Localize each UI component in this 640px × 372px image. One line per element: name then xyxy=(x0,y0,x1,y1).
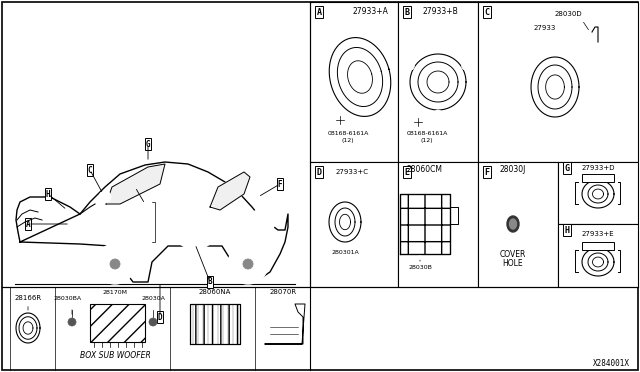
Text: X284001X: X284001X xyxy=(593,359,630,368)
Text: E: E xyxy=(132,183,138,192)
Text: HOLE: HOLE xyxy=(502,259,524,268)
Circle shape xyxy=(170,199,220,249)
Text: 28030D: 28030D xyxy=(554,11,582,17)
Text: 28166R: 28166R xyxy=(15,295,42,310)
Circle shape xyxy=(236,252,260,276)
Ellipse shape xyxy=(509,219,516,229)
Circle shape xyxy=(149,318,157,326)
Circle shape xyxy=(228,244,268,284)
Circle shape xyxy=(434,110,442,118)
Text: 28030BA: 28030BA xyxy=(54,296,82,301)
Text: 27933+C: 27933+C xyxy=(335,169,369,175)
Text: COVER: COVER xyxy=(500,250,526,259)
Text: (12): (12) xyxy=(342,138,355,143)
Bar xyxy=(478,162,558,287)
Text: C: C xyxy=(88,166,92,174)
Text: F: F xyxy=(484,167,490,176)
Text: 280301A: 280301A xyxy=(331,250,359,255)
Polygon shape xyxy=(265,304,305,344)
Text: F: F xyxy=(278,180,282,189)
Text: A: A xyxy=(26,219,30,228)
Circle shape xyxy=(413,117,423,127)
Text: B: B xyxy=(208,278,212,286)
Circle shape xyxy=(95,244,135,284)
Bar xyxy=(558,224,638,287)
Circle shape xyxy=(278,309,288,319)
Text: H: H xyxy=(564,225,570,234)
Text: 28060NA: 28060NA xyxy=(199,289,231,295)
Circle shape xyxy=(461,62,470,70)
Bar xyxy=(582,242,614,250)
Text: A: A xyxy=(317,7,321,16)
Bar xyxy=(558,162,638,224)
Bar xyxy=(90,304,145,342)
Polygon shape xyxy=(210,172,250,210)
Bar xyxy=(478,2,638,162)
Ellipse shape xyxy=(507,216,519,232)
Bar xyxy=(398,162,478,287)
Text: 08168-6161A: 08168-6161A xyxy=(406,131,448,136)
Circle shape xyxy=(102,194,108,200)
Text: D: D xyxy=(317,167,321,176)
Text: 28030J: 28030J xyxy=(500,165,526,174)
Text: G: G xyxy=(146,140,150,148)
Text: D: D xyxy=(157,312,163,321)
Polygon shape xyxy=(16,197,80,242)
Text: 27933+E: 27933+E xyxy=(582,231,614,237)
Circle shape xyxy=(335,115,345,125)
Circle shape xyxy=(246,210,274,238)
Text: (12): (12) xyxy=(420,138,433,143)
Bar xyxy=(190,304,240,344)
Circle shape xyxy=(99,191,111,203)
Circle shape xyxy=(140,197,150,207)
Bar xyxy=(400,194,450,254)
Circle shape xyxy=(416,256,424,264)
Circle shape xyxy=(103,252,127,276)
Polygon shape xyxy=(20,162,288,282)
Text: 27933+A: 27933+A xyxy=(352,7,388,16)
Text: 27933+B: 27933+B xyxy=(422,7,458,16)
Circle shape xyxy=(260,207,280,227)
Text: 27933: 27933 xyxy=(534,25,556,31)
Text: 28060CM: 28060CM xyxy=(407,165,443,174)
Circle shape xyxy=(110,259,120,269)
Text: 28170M: 28170M xyxy=(102,290,127,295)
Text: G: G xyxy=(564,164,570,173)
Text: C: C xyxy=(484,7,490,16)
Circle shape xyxy=(68,318,76,326)
Bar xyxy=(398,2,478,162)
Text: E: E xyxy=(404,167,410,176)
Text: B: B xyxy=(404,7,410,16)
Text: 27933+D: 27933+D xyxy=(581,165,615,171)
Text: 28030A: 28030A xyxy=(141,296,165,301)
Text: 28030B: 28030B xyxy=(408,265,432,270)
Circle shape xyxy=(252,216,268,232)
Text: H: H xyxy=(45,189,51,199)
Text: BOX SUB WOOFER: BOX SUB WOOFER xyxy=(79,351,150,360)
Polygon shape xyxy=(106,164,165,204)
Bar xyxy=(310,162,398,287)
Circle shape xyxy=(187,216,203,232)
Circle shape xyxy=(178,207,212,241)
Bar xyxy=(310,2,398,162)
Text: 28070R: 28070R xyxy=(269,289,296,295)
Bar xyxy=(582,174,614,182)
Circle shape xyxy=(406,62,414,70)
Circle shape xyxy=(243,259,253,269)
Text: 08168-6161A: 08168-6161A xyxy=(327,131,369,136)
Circle shape xyxy=(264,211,276,223)
